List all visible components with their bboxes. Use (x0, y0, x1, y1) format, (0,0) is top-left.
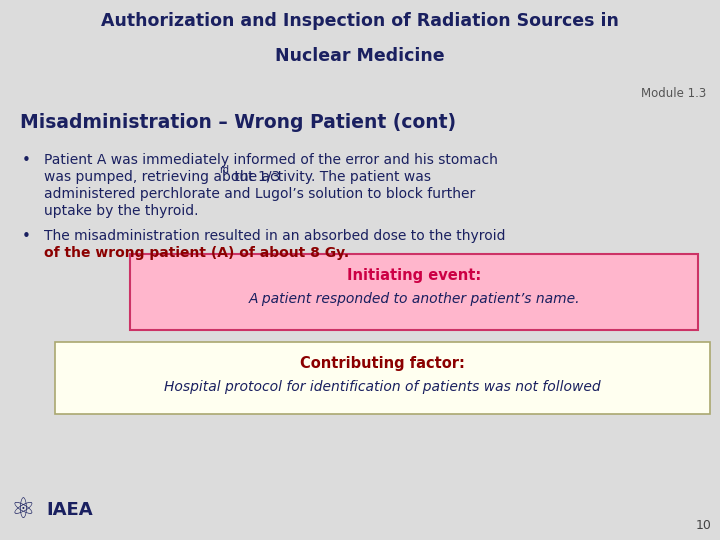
Text: of the wrong patient (A) of about 8 Gy.: of the wrong patient (A) of about 8 Gy. (44, 246, 349, 260)
Text: uptake by the thyroid.: uptake by the thyroid. (44, 204, 199, 218)
FancyBboxPatch shape (130, 254, 698, 330)
Text: A patient responded to another patient’s name.: A patient responded to another patient’s… (248, 292, 580, 306)
Text: rd: rd (219, 165, 229, 175)
Text: was pumped, retrieving about 1/3: was pumped, retrieving about 1/3 (44, 170, 280, 184)
Text: Nuclear Medicine: Nuclear Medicine (275, 47, 445, 65)
Text: Module 1.3: Module 1.3 (641, 87, 706, 100)
Text: IAEA: IAEA (46, 501, 93, 519)
Text: •: • (22, 229, 31, 244)
Text: Patient A was immediately informed of the error and his stomach: Patient A was immediately informed of th… (44, 153, 498, 167)
Text: The misadministration resulted in an absorbed dose to the thyroid: The misadministration resulted in an abs… (44, 229, 505, 243)
Text: •: • (22, 153, 31, 168)
Text: administered perchlorate and Lugol’s solution to block further: administered perchlorate and Lugol’s sol… (44, 187, 475, 201)
FancyBboxPatch shape (55, 342, 710, 414)
Text: Hospital protocol for identification of patients was not followed: Hospital protocol for identification of … (164, 380, 600, 394)
Text: Initiating event:: Initiating event: (347, 268, 481, 283)
Text: Contributing factor:: Contributing factor: (300, 356, 465, 371)
Text: the activity. The patient was: the activity. The patient was (230, 170, 431, 184)
Text: Misadministration – Wrong Patient (cont): Misadministration – Wrong Patient (cont) (20, 113, 456, 132)
Text: ⚛: ⚛ (10, 496, 35, 524)
Text: 10: 10 (696, 519, 712, 532)
Text: Authorization and Inspection of Radiation Sources in: Authorization and Inspection of Radiatio… (101, 12, 619, 30)
